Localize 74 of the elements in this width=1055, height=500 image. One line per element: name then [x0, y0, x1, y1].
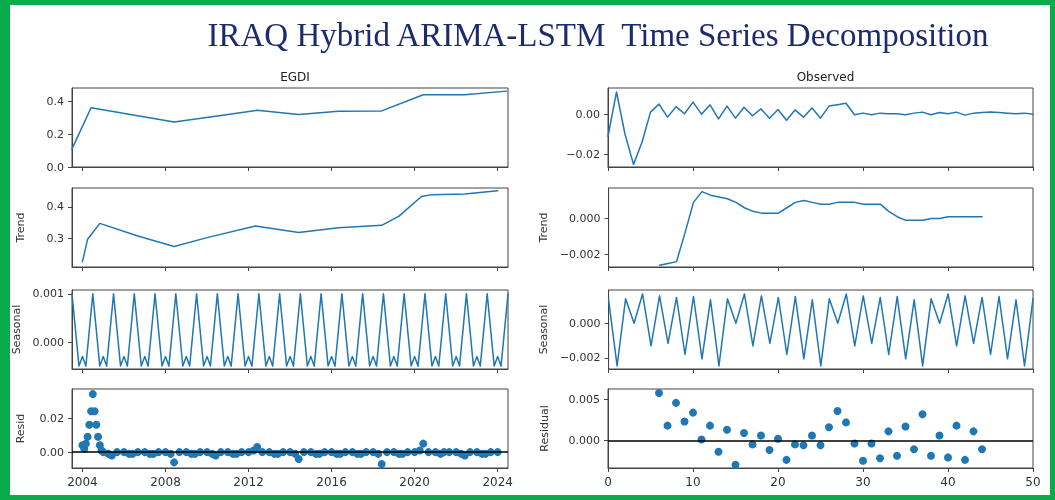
line-series: [71, 90, 508, 150]
point: [842, 418, 850, 427]
x-tick-label: 2012: [233, 475, 264, 489]
point: [833, 406, 842, 415]
y-axis-title: Resid: [14, 413, 27, 444]
point: [859, 456, 867, 465]
point: [969, 427, 978, 436]
x-tick-label: 30: [855, 475, 871, 489]
y-tick-label: 0.02: [39, 411, 64, 425]
y-axis-title: Residual: [538, 405, 551, 452]
point: [765, 446, 774, 455]
x-tick-label: 2004: [67, 475, 98, 489]
point: [816, 441, 825, 450]
y-tick-label: 0.00: [39, 445, 64, 459]
x-tick-label: 20: [770, 475, 786, 489]
y-tick-label: 0.00: [575, 107, 600, 121]
point: [714, 447, 723, 456]
point: [825, 423, 833, 432]
text: IRAQ Hybrid ARIMA-LSTM Time Series Decomposition: [207, 16, 989, 54]
point: [910, 445, 918, 454]
x-tick-label: 2016: [316, 475, 347, 489]
y-axis-title: Trend: [14, 212, 27, 244]
y-tick-label: 0.2: [46, 127, 64, 141]
point: [782, 455, 791, 464]
point: [808, 431, 816, 440]
point: [927, 451, 935, 460]
y-tick-label: 0.005: [568, 393, 600, 407]
y-tick-label: 0.4: [46, 94, 64, 108]
point: [901, 422, 910, 431]
point: [740, 428, 748, 437]
x-tick-label: 50: [1025, 475, 1041, 489]
y-tick-label: 0.3: [46, 232, 64, 246]
y-tick-label: 0.4: [46, 200, 64, 214]
y-axis-title: Seasonal: [537, 304, 550, 355]
y-tick-label: 0.000: [569, 316, 601, 330]
point: [689, 408, 697, 417]
x-tick-label: 0: [604, 475, 612, 489]
point: [944, 453, 952, 462]
point: [935, 431, 944, 440]
x-tick-label: 10: [685, 475, 701, 489]
point: [680, 417, 689, 426]
point: [893, 451, 901, 460]
point: [706, 421, 714, 430]
point: [961, 455, 969, 464]
point: [918, 410, 927, 419]
x-tick-label: 2020: [399, 475, 430, 489]
y-axis-title: Trend: [537, 212, 550, 244]
chart-title: Observed: [796, 70, 855, 84]
y-tick-label: 0.000: [568, 433, 600, 447]
x-tick-label: 40: [940, 475, 956, 489]
y-tick-label: 0.0: [46, 160, 64, 174]
y-tick-label: −0.02: [566, 147, 600, 161]
point: [757, 431, 765, 440]
chart-title: EGDI: [280, 70, 310, 84]
y-tick-label: −0.002: [559, 247, 601, 261]
line-series: [658, 190, 983, 266]
y-tick-label: 0.000: [569, 212, 601, 226]
point: [952, 421, 961, 430]
point: [663, 421, 672, 430]
point: [978, 445, 986, 454]
y-tick-label: 0.000: [32, 335, 64, 349]
point: [723, 425, 731, 434]
point: [731, 460, 740, 469]
point: [672, 398, 680, 407]
y-tick-label: 0.001: [32, 287, 64, 301]
point: [884, 427, 893, 436]
y-tick-label: −0.002: [559, 351, 601, 365]
point: [876, 454, 884, 463]
line-series: [81, 190, 499, 263]
x-tick-label: 2024: [482, 475, 513, 489]
point: [799, 441, 808, 450]
point: [655, 389, 663, 398]
x-tick-label: 2008: [150, 475, 181, 489]
y-axis-title: Seasonal: [9, 304, 23, 355]
